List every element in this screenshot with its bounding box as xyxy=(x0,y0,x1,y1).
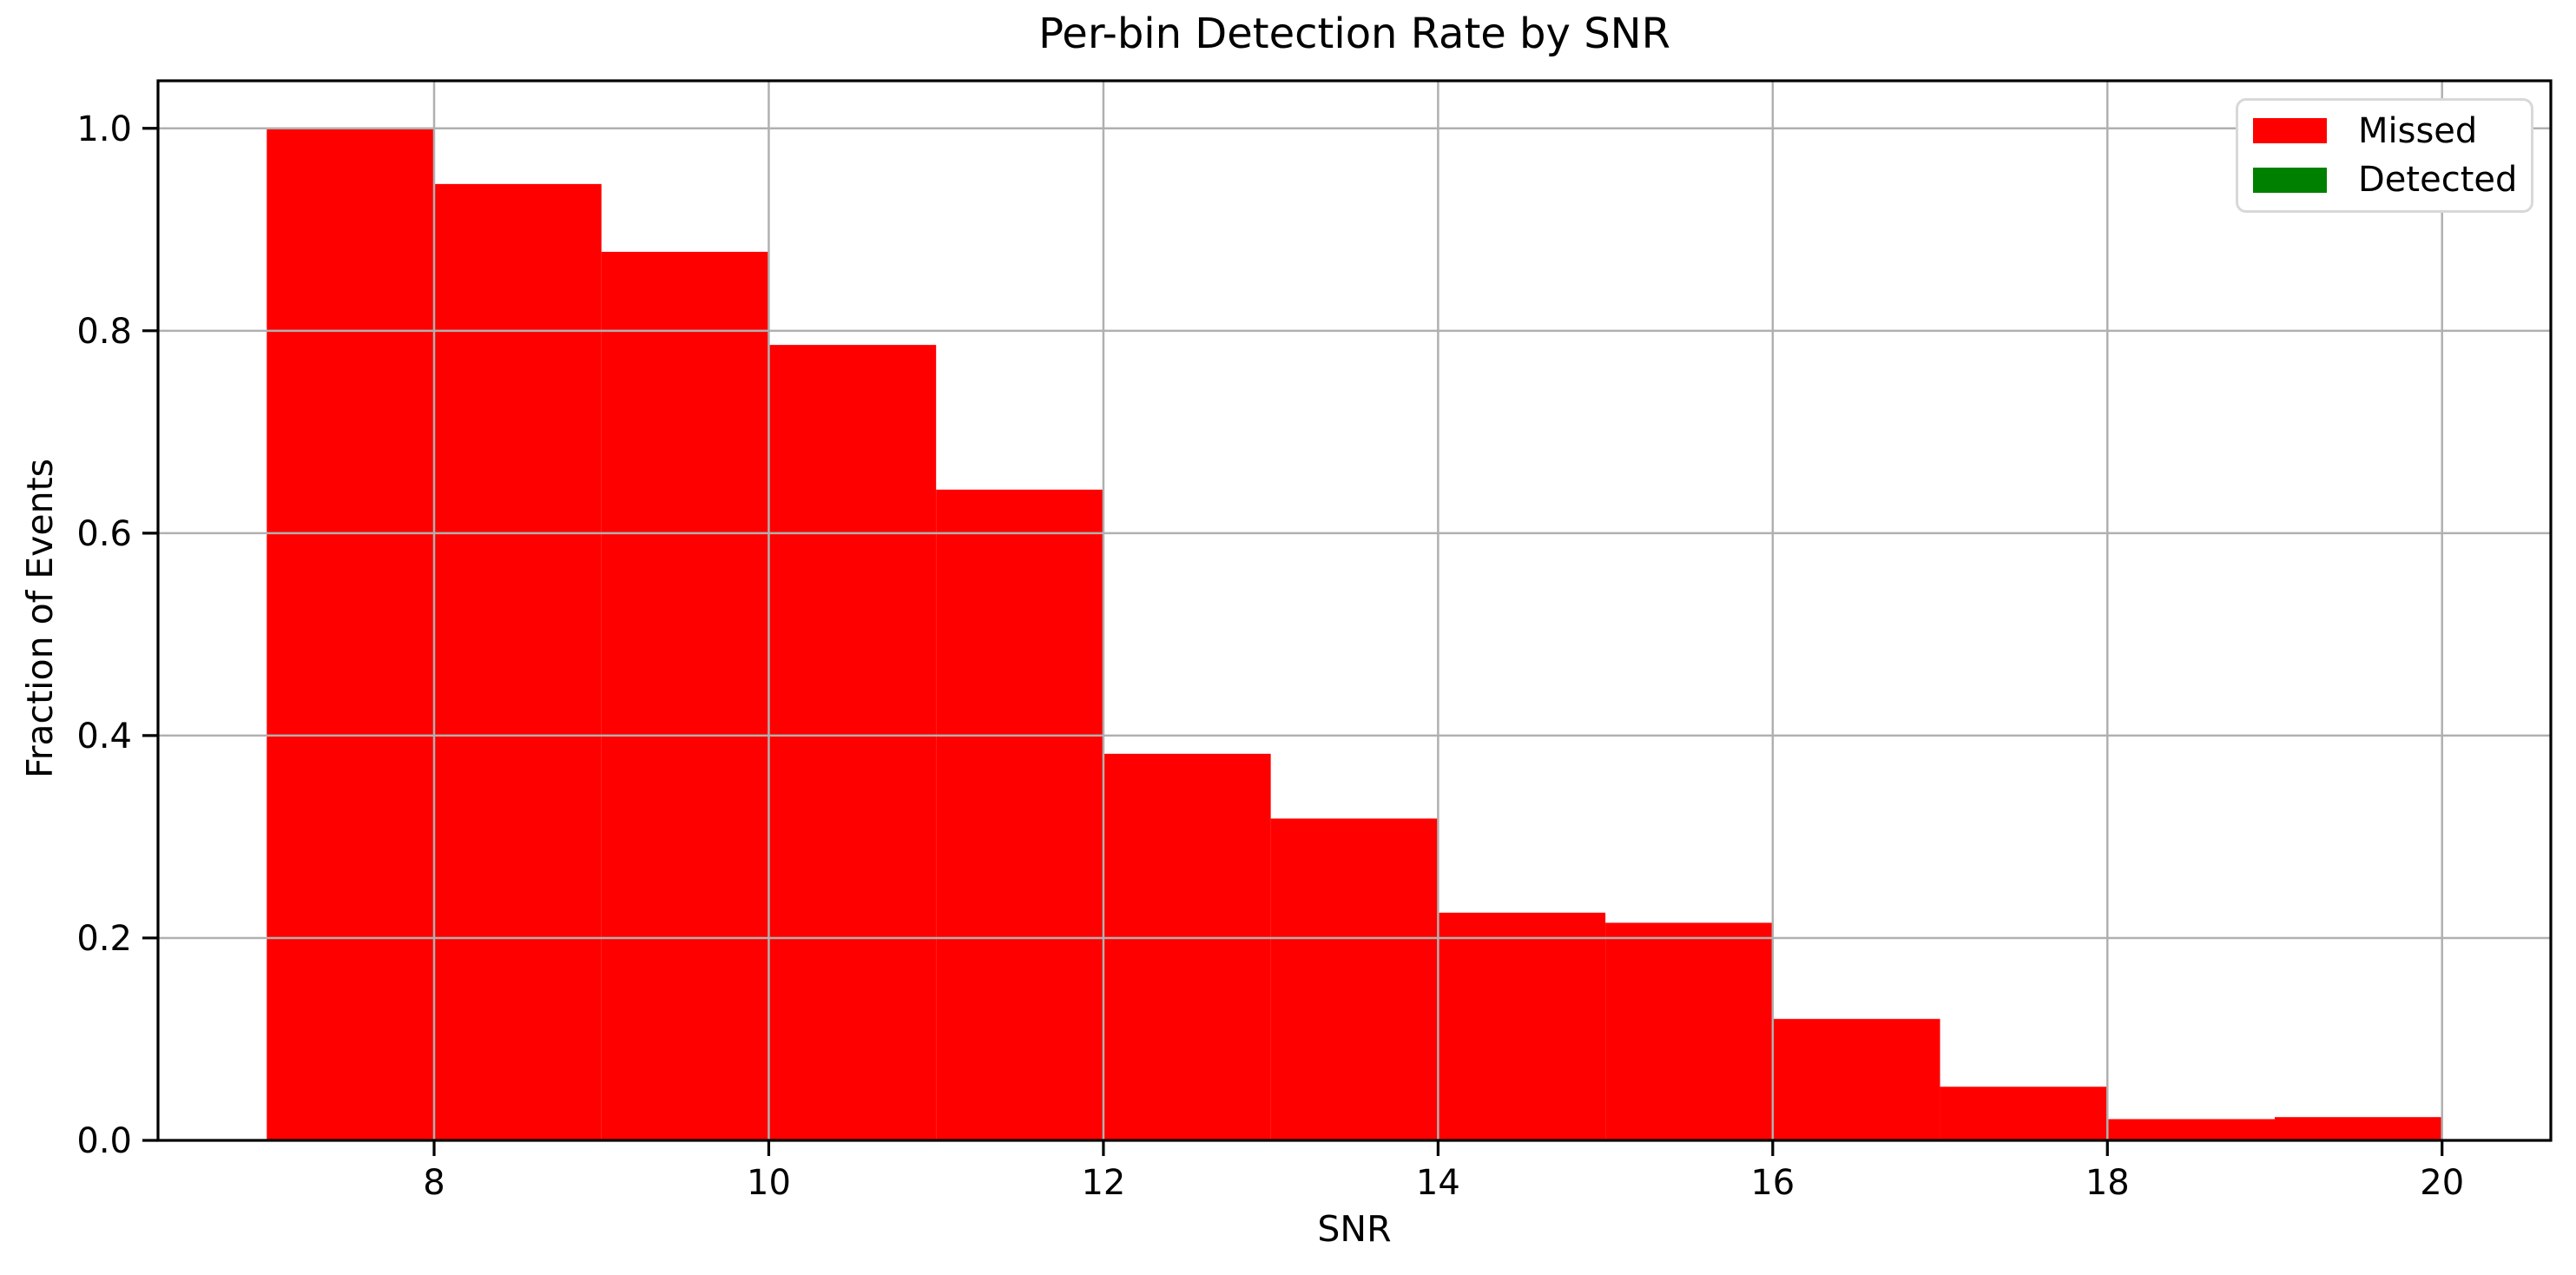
x-tick-label: 16 xyxy=(1750,1163,1795,1203)
histogram-bar xyxy=(768,345,937,1140)
x-tick-label: 8 xyxy=(423,1163,445,1203)
histogram-bar xyxy=(1940,1087,2108,1140)
chart-title: Per-bin Detection Rate by SNR xyxy=(1038,10,1670,58)
histogram-bar xyxy=(1605,922,1773,1140)
y-tick-label: 0.2 xyxy=(76,919,132,959)
histogram-bar xyxy=(936,489,1104,1140)
y-tick-label: 0.6 xyxy=(76,514,132,554)
x-tick-label: 12 xyxy=(1081,1163,1125,1203)
histogram-bar xyxy=(601,251,769,1140)
y-tick-label: 0.8 xyxy=(76,312,132,352)
y-tick-label: 1.0 xyxy=(76,109,132,149)
legend: Missed Detected xyxy=(2236,98,2533,213)
legend-label: Missed xyxy=(2358,110,2478,151)
histogram-bar xyxy=(2107,1119,2275,1140)
histogram-bar xyxy=(1772,1019,1940,1140)
legend-item: Missed xyxy=(2253,112,2531,150)
legend-item: Detected xyxy=(2253,161,2531,199)
legend-swatch-missed xyxy=(2253,118,2327,144)
histogram-bar xyxy=(1270,818,1439,1140)
x-tick-label: 14 xyxy=(1416,1163,1460,1203)
legend-swatch-detected xyxy=(2253,167,2327,193)
x-tick-label: 10 xyxy=(747,1163,791,1203)
x-tick-label: 20 xyxy=(2420,1163,2464,1203)
legend-label: Detected xyxy=(2358,160,2518,201)
histogram-bar xyxy=(267,128,434,1140)
plot-border xyxy=(156,79,2553,1142)
y-tick-label: 0.4 xyxy=(76,717,132,756)
histogram-bar xyxy=(2275,1117,2442,1140)
histogram-bar xyxy=(1103,753,1271,1140)
histogram-bar xyxy=(434,183,602,1140)
x-axis-label: SNR xyxy=(1317,1208,1392,1250)
y-tick-label: 0.0 xyxy=(76,1121,132,1161)
histogram-bar xyxy=(1438,912,1606,1140)
x-tick-label: 18 xyxy=(2085,1163,2130,1203)
y-axis-label: Fraction of Events xyxy=(19,458,61,779)
